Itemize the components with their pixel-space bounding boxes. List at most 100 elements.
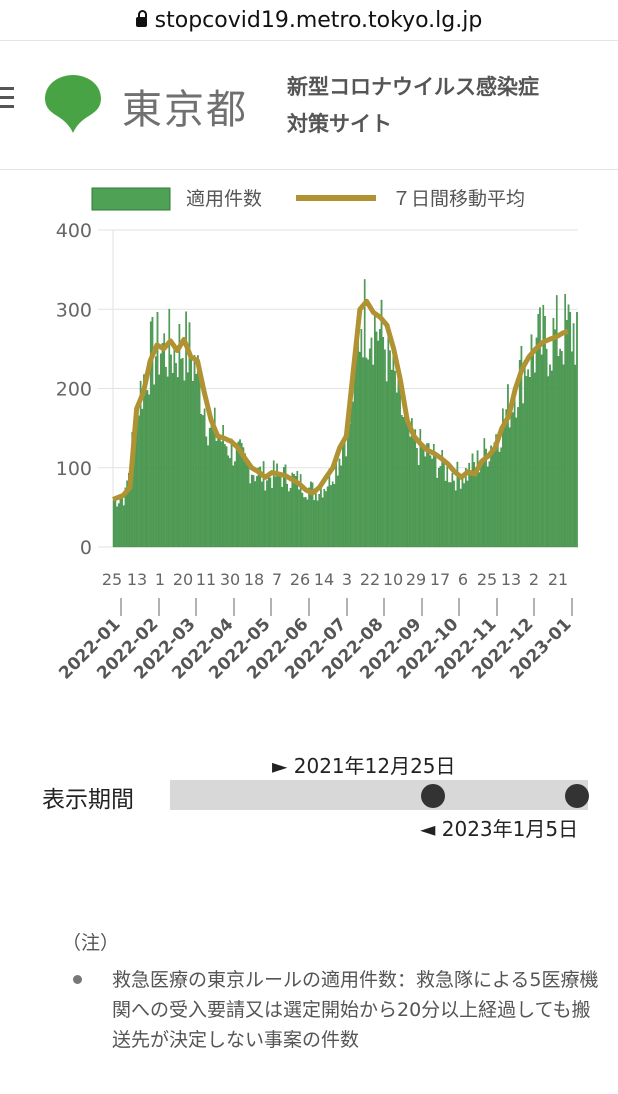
bar	[195, 373, 198, 548]
x-axis-month-labels: 2022-012022-022022-032022-042022-052022-…	[55, 598, 576, 684]
bar	[180, 358, 182, 548]
period-start-handle[interactable]	[421, 784, 445, 808]
bar	[261, 481, 263, 548]
bar	[387, 324, 390, 548]
bar	[193, 355, 196, 548]
bar	[485, 448, 487, 548]
notes-heading: （注）	[62, 932, 120, 954]
bar	[190, 359, 192, 548]
browser-url-bar[interactable]: stopcovid19.metro.tokyo.lg.jp	[0, 0, 618, 41]
bar	[269, 477, 272, 548]
bar	[257, 467, 260, 548]
bar	[360, 329, 363, 548]
bar	[341, 444, 344, 548]
bar	[116, 506, 118, 548]
bar	[426, 443, 428, 548]
bar	[557, 356, 560, 548]
bar	[276, 463, 278, 548]
hamburger-menu-icon[interactable]	[0, 87, 14, 111]
notes-list: 救急医療の東京ルールの適用件数：救急隊による5医療機関への受入要請又は選定開始か…	[62, 965, 602, 1055]
bar	[493, 442, 496, 548]
bar	[274, 476, 277, 548]
bar	[395, 392, 398, 548]
x-day-label: 25	[477, 570, 497, 589]
notes-item: 救急医療の東京ルールの適用件数：救急隊による5医療機関への受入要請又は選定開始か…	[73, 965, 602, 1055]
x-axis-day-labels: 25 13 1 20 11 30 18 7 26 14 3 22 10 29 17 6 25 13 2 21	[102, 570, 568, 589]
x-day-label: 22	[360, 570, 380, 589]
bar	[296, 471, 299, 548]
legend-line-label[interactable]: ７日間移動平均	[392, 188, 525, 210]
bar	[382, 337, 385, 548]
bar	[218, 437, 221, 548]
bar	[244, 453, 246, 548]
bar	[392, 347, 395, 548]
bar	[471, 453, 474, 548]
bar	[291, 472, 294, 548]
bar	[438, 467, 440, 548]
bar	[229, 458, 231, 548]
legend-line-swatch[interactable]	[296, 195, 376, 201]
display-period-control: ► 2021年12月25日 表示期間 ◄ 2023年1月5日	[0, 740, 618, 850]
bar	[365, 357, 368, 548]
bar	[119, 498, 122, 548]
bar	[422, 444, 425, 548]
bar	[535, 337, 538, 548]
period-end-handle[interactable]	[565, 784, 589, 808]
bar	[220, 441, 223, 548]
bar	[496, 439, 499, 548]
bar	[449, 482, 452, 548]
bar	[247, 463, 250, 548]
logo-text[interactable]: 東京都	[122, 87, 248, 133]
bar	[303, 497, 305, 548]
period-slider-track[interactable]	[170, 780, 588, 810]
site-title[interactable]: 新型コロナウイルス感染症 対策サイト	[287, 69, 607, 143]
bar	[544, 316, 546, 548]
bar	[542, 304, 545, 548]
bar	[431, 458, 433, 548]
period-end-label: ◄ 2023年1月5日	[420, 817, 579, 841]
bar	[397, 366, 400, 548]
bar	[384, 349, 386, 548]
tokyo-logo-icon[interactable]	[42, 73, 104, 135]
bar	[564, 294, 567, 548]
legend-bar-swatch[interactable]	[91, 187, 171, 211]
x-day-label: 2	[529, 570, 539, 589]
bar	[323, 488, 326, 548]
bar	[451, 473, 454, 548]
bar	[143, 374, 145, 548]
bar	[284, 464, 287, 548]
bar	[481, 459, 484, 548]
bar	[505, 409, 508, 548]
bar	[141, 408, 144, 548]
bar	[256, 476, 258, 548]
bar	[357, 333, 359, 548]
bar	[165, 366, 167, 548]
bar	[500, 447, 502, 548]
bar	[571, 351, 573, 548]
bar	[555, 295, 558, 548]
bar	[367, 359, 369, 548]
bar	[316, 500, 319, 548]
bar	[498, 451, 501, 548]
bar	[237, 441, 240, 548]
bar	[370, 337, 373, 548]
bar	[488, 461, 491, 548]
bar	[188, 322, 191, 548]
bar	[412, 436, 415, 548]
y-tick-label: 400	[56, 220, 92, 242]
x-day-label: 7	[272, 570, 282, 589]
bar	[154, 356, 157, 548]
bar	[138, 415, 140, 548]
bar	[232, 465, 235, 548]
bar	[146, 390, 149, 548]
bar	[153, 384, 155, 548]
bar	[441, 450, 444, 548]
bar	[522, 403, 524, 548]
bar	[394, 370, 396, 548]
bar	[222, 425, 225, 548]
bar	[470, 475, 472, 548]
legend-bar-label[interactable]: 適用件数	[186, 188, 262, 210]
bar	[251, 474, 253, 548]
bar	[326, 486, 329, 548]
bar	[320, 487, 322, 548]
